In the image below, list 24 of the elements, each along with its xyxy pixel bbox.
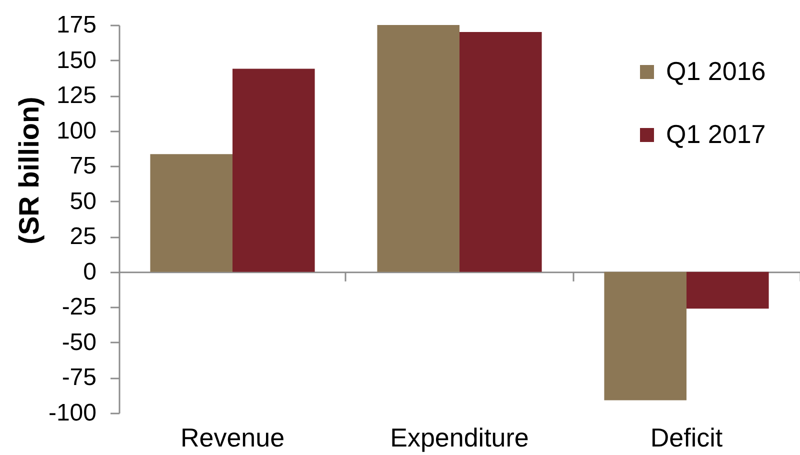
- y-tick-label: 50: [70, 188, 96, 215]
- legend-label: Q1 2017: [666, 119, 766, 149]
- y-axis-title: (SR billion): [14, 96, 44, 244]
- y-tick-label: 0: [83, 258, 96, 286]
- y-tick-label: -100: [48, 400, 96, 426]
- y-tick-label: 150: [56, 46, 96, 74]
- y-tick-label: 100: [56, 117, 96, 144]
- bar: [460, 32, 542, 272]
- y-tick-label: -25: [62, 294, 96, 321]
- bar: [377, 25, 460, 272]
- bar: [604, 272, 686, 400]
- y-tick-label: -75: [62, 364, 96, 392]
- y-tick-label: 125: [56, 82, 96, 110]
- bar: [686, 272, 769, 309]
- y-tick-label: 75: [70, 152, 96, 180]
- y-tick-label: 25: [70, 223, 96, 250]
- y-tick-label: -50: [62, 328, 96, 356]
- x-tick-label: Revenue: [180, 422, 285, 452]
- y-tick-label: 175: [56, 12, 96, 38]
- legend-label: Q1 2016: [666, 56, 766, 86]
- x-tick-label: Deficit: [650, 422, 724, 452]
- bar: [150, 154, 232, 272]
- x-tick-label: Expenditure: [390, 422, 529, 452]
- bar: [232, 68, 315, 272]
